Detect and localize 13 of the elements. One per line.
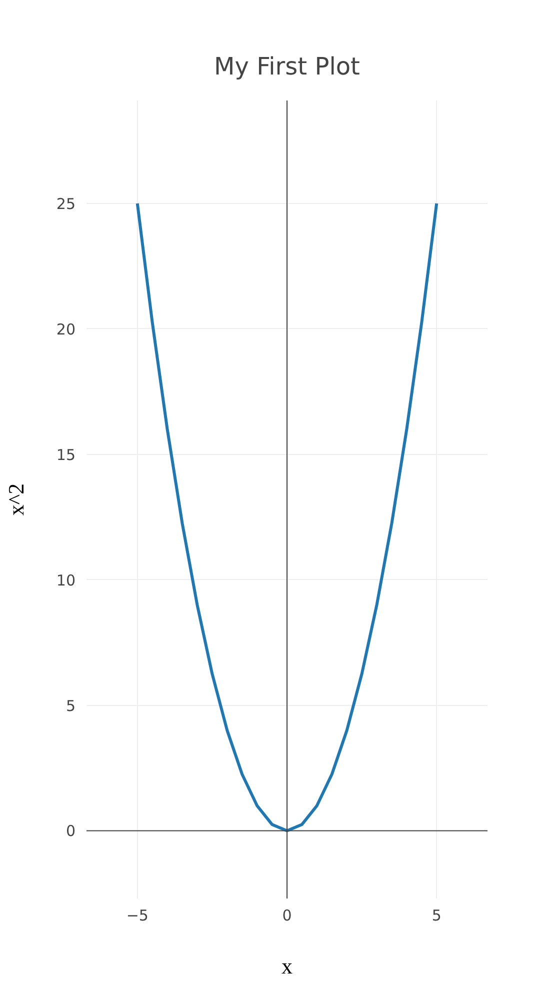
line-series [136,202,438,832]
y-tick-label: 25 [56,194,76,213]
x-tick-label: 0 [282,906,292,924]
x-tick-label: 5 [432,906,442,924]
y-axis-title: x^2 [3,483,28,516]
y-tick-label: 15 [56,446,76,464]
x-tick-label: −5 [126,906,148,924]
y-tick-label: 0 [66,822,76,840]
x-axis-title: x [282,954,292,978]
chart-title: My First Plot [214,52,360,80]
y-tick-label: 20 [56,320,76,338]
y-tick-label: 10 [56,571,76,590]
y-tick-label: 5 [66,696,76,715]
